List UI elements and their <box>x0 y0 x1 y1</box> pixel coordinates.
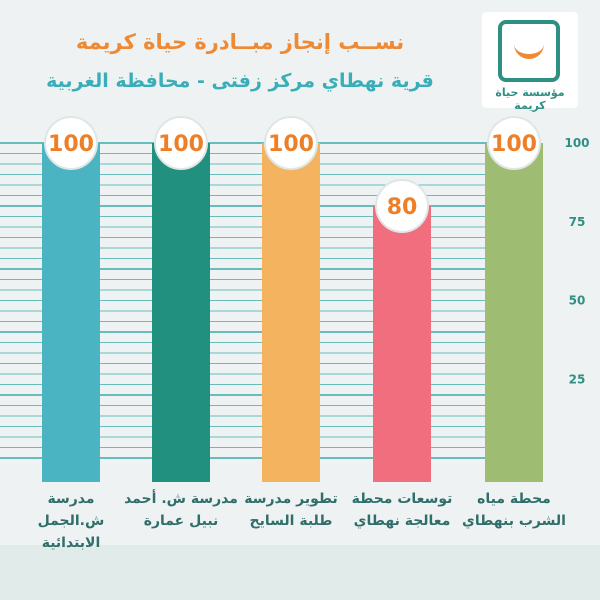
data-label: 100 <box>158 132 204 157</box>
x-tick-label: مدرسة ش.الجمل الابتدائية <box>37 491 105 551</box>
logo: مؤسسة حياة كريمة <box>482 12 578 112</box>
y-tick-label: 75 <box>569 215 586 229</box>
smile-icon <box>514 38 544 59</box>
logo-box-icon <box>498 20 560 82</box>
value-badge <box>375 179 429 233</box>
bar <box>42 143 100 482</box>
x-tick-label: توسعات محطة معالجة نهطاي <box>351 491 453 529</box>
city-silhouette <box>0 545 600 600</box>
value-badge <box>264 116 318 170</box>
bar <box>262 143 320 482</box>
value-badge <box>44 116 98 170</box>
x-tick-label: تطوير مدرسة طلبة السايح <box>244 491 338 529</box>
data-label: 100 <box>268 132 314 157</box>
x-tick-label: مدرسة ش. أحمد نبيل عمارة <box>124 491 238 529</box>
value-badge <box>154 116 208 170</box>
y-tick-label: 25 <box>569 372 586 386</box>
chart-title: نســب إنجاز مبــادرة حياة كريمة <box>75 30 405 54</box>
data-label: 80 <box>387 195 418 220</box>
x-tick-label: محطة مياه الشرب بنهطاي <box>462 491 566 529</box>
data-label: 100 <box>48 132 94 157</box>
bar <box>152 143 210 482</box>
value-badge <box>487 116 541 170</box>
bar <box>373 206 431 482</box>
chart-subtitle: قرية نهطاي مركز زفتى - محافظة الغربية <box>46 70 434 92</box>
logo-label: مؤسسة حياة كريمة <box>495 86 565 112</box>
data-label: 100 <box>491 132 537 157</box>
y-tick-label: 50 <box>569 294 586 308</box>
y-tick-label: 100 <box>564 136 589 150</box>
bar <box>485 143 543 482</box>
